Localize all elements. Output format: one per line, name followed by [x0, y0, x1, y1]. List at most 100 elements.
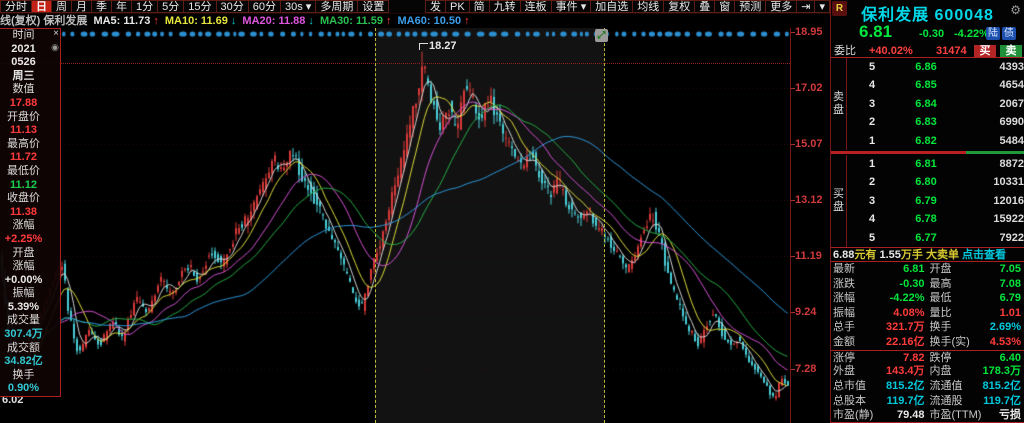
data-window-value: 0.90%: [7, 382, 40, 395]
gear-icon[interactable]: ⚙: [1010, 3, 1021, 17]
tool-button[interactable]: 加自选: [591, 0, 634, 13]
stat-label: 金额: [833, 336, 855, 349]
tool-button[interactable]: 窗: [715, 0, 736, 13]
tool-button[interactable]: 均线: [633, 0, 665, 13]
stat-label: 开盘: [929, 262, 952, 275]
tool-button[interactable]: 预测: [735, 0, 767, 13]
notice-text: 万手 大卖单: [900, 248, 963, 261]
stat-cell: 换手(实) 4.53%: [928, 335, 1024, 350]
tool-button[interactable]: 更多: [766, 0, 798, 13]
stat-value: 22.16亿: [885, 336, 925, 349]
data-window-value: 34.82亿: [4, 355, 43, 368]
notice-text: 1.55: [879, 248, 901, 261]
period-tab[interactable]: 15分: [184, 0, 217, 13]
buy-strength: [831, 150, 967, 154]
candlestick-chart[interactable]: ⤢ 18.27 6.02 18.95 17.02 15.07 13.12 11.19 9.…: [0, 26, 830, 423]
period-tab[interactable]: 5分: [158, 0, 185, 13]
tool-button[interactable]: 连板: [520, 0, 552, 13]
period-tab[interactable]: 月: [72, 0, 92, 13]
stat-cell: 涨停 7.82: [831, 351, 928, 365]
order-book-row: 1 6.82 5484: [848, 132, 1024, 150]
data-window-value: 5.39%: [7, 300, 40, 313]
order-price: 6.86: [915, 61, 937, 73]
tool-button[interactable]: 复权: [664, 0, 696, 13]
period-tab[interactable]: 60分: [248, 0, 281, 13]
stat-value: 6.81: [903, 262, 925, 275]
chart-mode-label: 线(复权) 保利发展: [0, 15, 88, 27]
order-volume: 15922: [993, 213, 1024, 226]
period-tab[interactable]: 季: [92, 0, 112, 13]
order-volume: 5484: [999, 134, 1024, 147]
tool-button[interactable]: PK: [445, 0, 470, 13]
order-book-row: 2 6.80 10331: [848, 173, 1024, 191]
data-window-label: 成交额: [7, 341, 40, 354]
axis-price-label: 7.28: [795, 363, 817, 376]
axis-price-label: 17.02: [795, 81, 823, 94]
tool-button[interactable]: 简: [469, 0, 490, 13]
data-window-value: +2.25%: [4, 232, 43, 245]
weibi-label: 委比: [834, 45, 856, 57]
quote-panel: R 保利发展 600048 ⚙ 6.81 -0.30 -4.22% 陆 债 委比…: [830, 0, 1024, 423]
selection-resize-icon[interactable]: ⤢: [595, 29, 608, 42]
tool-button[interactable]: 叠: [695, 0, 716, 13]
stat-label: 总市值: [833, 379, 866, 392]
stat-cell: 最新 6.81: [831, 262, 928, 277]
stat-label: 涨跌: [833, 277, 855, 290]
big-order-notice[interactable]: 6.88元有 1.55万手 大卖单 点击查看: [831, 246, 1024, 262]
period-tab[interactable]: 分时: [0, 0, 32, 13]
stat-value: 7.08: [999, 277, 1021, 290]
data-window-label: 涨幅: [12, 219, 35, 232]
stat-cell: 总股本 119.7亿: [831, 394, 928, 409]
stat-cell: 内盘 178.3万: [928, 364, 1024, 379]
close-icon[interactable]: ×: [53, 28, 59, 39]
quote-header: R 保利发展 600048 ⚙: [831, 0, 1024, 24]
period-tab[interactable]: 1分: [132, 0, 159, 13]
stat-label: 总股本: [833, 394, 866, 407]
stat-cell: 总手 321.7万: [831, 320, 928, 335]
stats-row: 总股本 119.7亿 流通股 119.7亿: [831, 394, 1024, 409]
stat-cell: 最低 6.79: [928, 291, 1024, 306]
period-tab[interactable]: 30分: [216, 0, 249, 13]
stat-cell: 涨跌 -0.30: [831, 277, 928, 292]
data-window-label: 振幅: [12, 287, 35, 300]
selection-left-edge[interactable]: [375, 28, 376, 423]
ask-book: 卖盘 5 6.86 4393 4 6.85 4654 3 6.84 2067 2 6.83 6990 1…: [831, 58, 1024, 150]
order-book-row: 3 6.79 12016: [848, 192, 1024, 210]
period-tab[interactable]: 设置: [358, 0, 390, 13]
order-level: 2: [869, 116, 876, 129]
bid-side-label: 买盘: [831, 154, 847, 247]
tool-button[interactable]: 发: [424, 0, 446, 13]
tool-button[interactable]: 事件 ▾: [551, 0, 592, 13]
buy-button[interactable]: 买: [974, 45, 996, 57]
sell-button[interactable]: 卖: [1000, 45, 1022, 57]
stats-row: 总手 321.7万 换手 2.69%: [831, 320, 1024, 335]
kline-canvas[interactable]: [0, 28, 790, 423]
hk-connect-badge: 陆: [986, 27, 1000, 40]
stat-cell: 市盈(TTM) 亏损: [928, 408, 1024, 423]
stat-cell: 振幅 4.08%: [831, 306, 928, 321]
selection-right-edge[interactable]: [604, 28, 605, 423]
stat-value: 7.05: [999, 262, 1021, 275]
stats-row: 最新 6.81 开盘 7.05: [831, 262, 1024, 277]
tool-button[interactable]: 九转: [489, 0, 521, 13]
data-window-value: 11.72: [10, 151, 37, 164]
stat-value: 321.7万: [885, 321, 925, 334]
tool-buttons: 发 PK 简九转 连板 事件 ▾ 加自选 均线 复权叠窗预测 更多 ⇥ ▾: [424, 0, 830, 13]
period-tab[interactable]: 周: [52, 0, 72, 13]
stat-cell: 涨幅 -4.22%: [831, 291, 928, 306]
period-tab[interactable]: 年: [112, 0, 132, 13]
pin-icon[interactable]: ◉: [51, 42, 59, 52]
stat-cell: 流通值 815.2亿: [928, 379, 1024, 394]
stat-label: 换手: [929, 321, 952, 334]
order-level: 5: [869, 61, 876, 73]
tool-button[interactable]: ▾: [815, 0, 830, 13]
stat-value: -0.30: [899, 277, 925, 290]
period-tab[interactable]: 30s ▾: [281, 0, 317, 13]
axis-price-label: 11.19: [795, 250, 822, 263]
stat-cell: 外盘 143.4万: [831, 364, 928, 379]
tool-button[interactable]: ⇥: [797, 0, 816, 13]
order-volume: 4393: [999, 61, 1024, 73]
period-tab[interactable]: 多周期: [316, 0, 359, 13]
period-tab[interactable]: 日: [32, 0, 52, 13]
bid-book: 买盘 1 6.81 8872 2 6.80 10331 3 6.79 12016 4 6.78 159…: [831, 154, 1024, 247]
